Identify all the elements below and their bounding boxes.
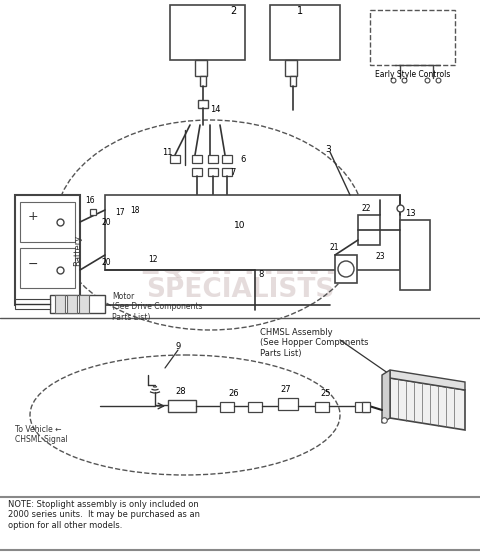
Text: 23: 23: [375, 252, 384, 261]
Text: SPECIALISTS: SPECIALISTS: [146, 277, 334, 303]
Text: 9: 9: [175, 342, 180, 351]
Text: 27: 27: [280, 385, 290, 394]
Bar: [290, 76, 296, 86]
Text: 6: 6: [240, 155, 245, 164]
Text: 11: 11: [162, 148, 172, 157]
Text: 28: 28: [175, 387, 186, 396]
Bar: [358, 215, 380, 245]
Circle shape: [338, 261, 354, 277]
Bar: [208, 155, 218, 163]
Bar: [370, 10, 455, 65]
Bar: [248, 402, 262, 412]
Text: 2: 2: [230, 6, 236, 16]
Text: EQUIPMENT: EQUIPMENT: [139, 250, 341, 280]
Text: CHMSL Assembly
(See Hopper Components
Parts List): CHMSL Assembly (See Hopper Components Pa…: [260, 328, 369, 358]
Bar: [222, 155, 232, 163]
Bar: [270, 5, 340, 60]
Bar: [170, 155, 180, 163]
Bar: [285, 60, 297, 76]
Text: 20: 20: [102, 218, 112, 227]
Bar: [362, 402, 370, 412]
Bar: [200, 76, 206, 86]
Bar: [220, 402, 234, 412]
Text: 7: 7: [230, 168, 235, 177]
Bar: [222, 168, 232, 176]
Text: 16: 16: [85, 196, 95, 205]
Text: 21: 21: [330, 243, 339, 252]
Bar: [67, 295, 77, 313]
Text: 3: 3: [325, 145, 331, 154]
Bar: [400, 220, 430, 290]
Text: Motor
(See Drive Components
Parts List): Motor (See Drive Components Parts List): [112, 292, 203, 322]
Text: 13: 13: [405, 209, 416, 218]
Bar: [20, 202, 75, 242]
Bar: [168, 400, 196, 412]
Bar: [192, 155, 202, 163]
Bar: [315, 402, 329, 412]
Bar: [105, 195, 400, 270]
Bar: [335, 255, 357, 283]
Text: 18: 18: [130, 206, 140, 215]
Bar: [278, 398, 298, 410]
Text: To Vehicle ←
CHSML Signal: To Vehicle ← CHSML Signal: [15, 425, 68, 444]
Text: 8: 8: [258, 270, 264, 279]
Bar: [198, 100, 208, 108]
Bar: [15, 299, 50, 309]
Bar: [170, 5, 245, 60]
Text: Battery: Battery: [73, 234, 83, 265]
Text: 22: 22: [362, 204, 372, 213]
Text: 20: 20: [102, 258, 112, 267]
Polygon shape: [382, 370, 390, 423]
Text: −: −: [28, 258, 38, 271]
Polygon shape: [390, 378, 465, 430]
Text: 10: 10: [234, 220, 246, 229]
Text: 26: 26: [228, 389, 239, 398]
Bar: [192, 168, 202, 176]
Text: 1: 1: [297, 6, 303, 16]
Text: 25: 25: [320, 389, 331, 398]
Text: Early Style Controls: Early Style Controls: [375, 70, 451, 79]
Bar: [355, 402, 369, 412]
Bar: [208, 168, 218, 176]
Bar: [55, 295, 65, 313]
Bar: [195, 60, 207, 76]
Bar: [79, 295, 89, 313]
Bar: [50, 295, 105, 313]
Text: 14: 14: [210, 105, 220, 114]
Polygon shape: [390, 370, 465, 390]
Text: 17: 17: [115, 208, 125, 217]
Text: +: +: [28, 210, 38, 223]
Text: 12: 12: [148, 255, 157, 264]
Bar: [15, 195, 80, 305]
Bar: [20, 248, 75, 288]
Text: NOTE: Stoplight assembly is only included on
2000 series units.  It may be purch: NOTE: Stoplight assembly is only include…: [8, 500, 200, 530]
